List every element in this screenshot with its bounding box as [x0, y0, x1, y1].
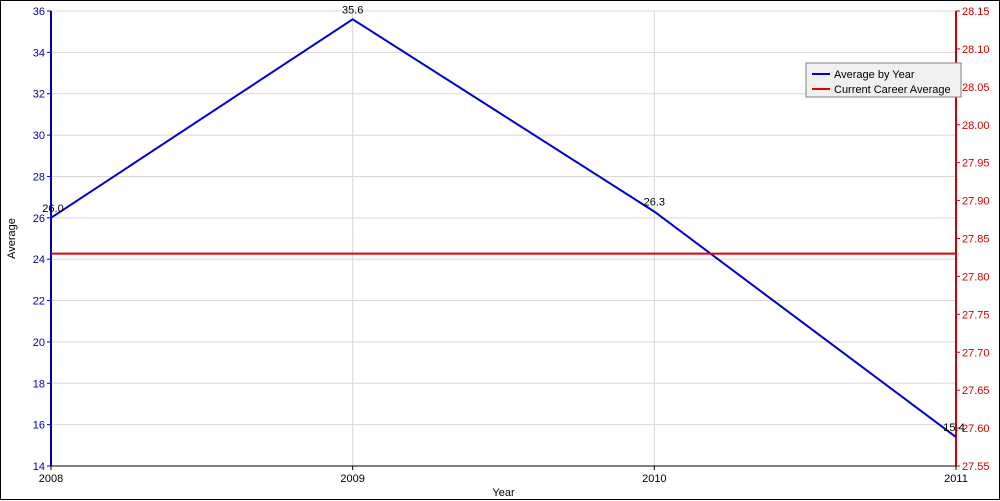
y-left-tick-label: 28: [33, 171, 45, 183]
point-label: 35.6: [342, 4, 363, 16]
legend-label: Average by Year: [834, 69, 915, 81]
x-tick-label: 2008: [39, 473, 63, 485]
y-right-tick-label: 27.85: [962, 234, 990, 246]
x-axis-title: Year: [492, 487, 515, 499]
y-axis-title: Average: [6, 218, 18, 259]
legend-label: Current Career Average: [834, 84, 951, 96]
y-left-tick-label: 32: [33, 89, 45, 101]
y-right-tick-label: 27.55: [962, 461, 990, 473]
y-left-tick-label: 24: [33, 254, 45, 266]
y-left-tick-label: 20: [33, 337, 45, 349]
y-left-tick-label: 14: [33, 461, 45, 473]
x-tick-label: 2011: [944, 473, 968, 485]
y-right-tick-label: 28.10: [962, 44, 990, 56]
y-left-tick-label: 16: [33, 420, 45, 432]
y-right-tick-label: 27.65: [962, 385, 990, 397]
chart-container: 14161820222426283032343627.5527.6027.652…: [0, 0, 1000, 500]
y-right-tick-label: 27.95: [962, 158, 990, 170]
point-label: 26.3: [644, 197, 665, 209]
y-right-tick-label: 28.15: [962, 6, 990, 18]
y-right-tick-label: 28.00: [962, 120, 990, 132]
y-left-tick-label: 18: [33, 378, 45, 390]
y-right-tick-label: 28.05: [962, 82, 990, 94]
y-right-tick-label: 27.75: [962, 309, 990, 321]
y-right-tick-label: 27.80: [962, 271, 990, 283]
y-left-tick-label: 36: [33, 6, 45, 18]
y-right-tick-label: 27.70: [962, 347, 990, 359]
y-left-tick-label: 30: [33, 130, 45, 142]
y-right-tick-label: 27.90: [962, 196, 990, 208]
x-tick-label: 2010: [642, 473, 666, 485]
chart-svg: 14161820222426283032343627.5527.6027.652…: [1, 1, 1000, 501]
y-left-tick-label: 22: [33, 296, 45, 308]
point-label: 15.4: [943, 422, 964, 434]
point-label: 26.0: [42, 203, 63, 215]
y-right-tick-label: 27.60: [962, 423, 990, 435]
y-left-tick-label: 34: [33, 47, 45, 59]
x-tick-label: 2009: [340, 473, 364, 485]
